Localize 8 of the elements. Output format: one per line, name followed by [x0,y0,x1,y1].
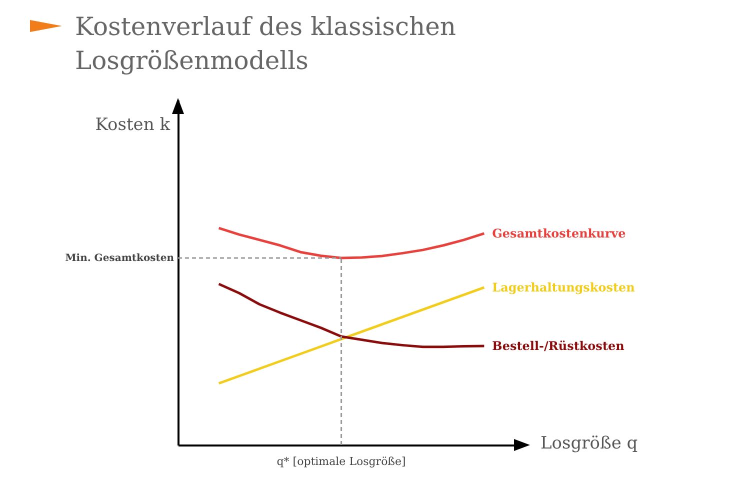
text: q* [optimale Losgröße] [276,455,406,468]
chart-title: Kostenverlauf des klassischen Losgrößenmodells [75,11,458,77]
series-label: Lagerhaltungskosten [492,280,636,294]
ref-line-label: Min. Gesamtkosten [65,252,175,264]
x-axis-title: Losgröße q [540,434,638,454]
series-label: Gesamtkostenkurve [492,226,626,240]
text: Kosten k [95,115,171,135]
series-label: Bestell-/Rüstkosten [492,339,625,354]
